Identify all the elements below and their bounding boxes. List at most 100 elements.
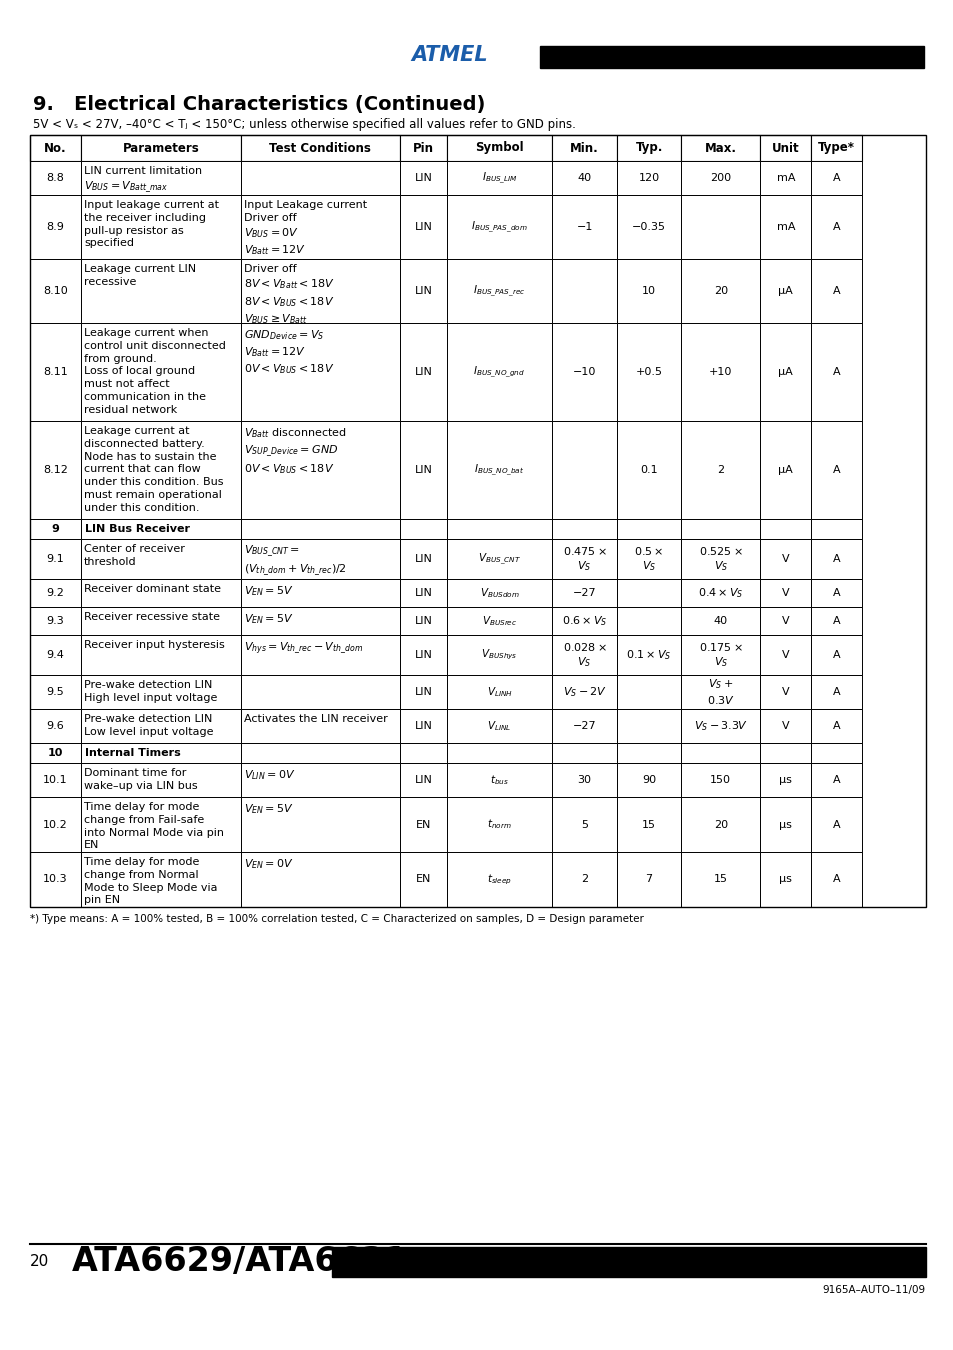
Bar	[810, 743, 862, 763]
Bar	[240, 259, 399, 323]
Bar	[617, 796, 680, 852]
Bar	[81, 579, 240, 608]
Bar	[617, 675, 680, 709]
Text: $0.6 \times V_S$: $0.6 \times V_S$	[561, 614, 607, 628]
Text: Internal Timers: Internal Timers	[85, 748, 181, 757]
Bar	[552, 539, 617, 579]
Bar	[760, 852, 810, 907]
Bar	[30, 135, 925, 907]
Text: 9.6: 9.6	[47, 721, 65, 730]
Text: $V_{hys} = V_{th\_rec} - V_{th\_dom}$: $V_{hys} = V_{th\_rec} - V_{th\_dom}$	[243, 640, 362, 656]
Text: 40: 40	[713, 616, 727, 626]
Bar	[617, 539, 680, 579]
Text: $t_{bus}$: $t_{bus}$	[490, 774, 508, 787]
Bar	[399, 852, 446, 907]
Text: *) Type means: A = 100% tested, B = 100% correlation tested, C = Characterized o: *) Type means: A = 100% tested, B = 100%…	[30, 914, 643, 923]
Text: $I_{BUS\_NO\_gnd}$: $I_{BUS\_NO\_gnd}$	[473, 364, 525, 379]
Bar	[680, 323, 760, 421]
Text: Parameters: Parameters	[122, 142, 199, 154]
Bar	[240, 518, 399, 539]
Bar	[240, 852, 399, 907]
Text: $V_{LINH}$: $V_{LINH}$	[486, 684, 512, 699]
Bar	[81, 634, 240, 675]
Text: +10: +10	[708, 367, 732, 377]
Text: LIN: LIN	[414, 616, 432, 626]
Bar	[617, 709, 680, 742]
Bar	[760, 763, 810, 796]
Bar	[552, 579, 617, 608]
Bar	[446, 259, 552, 323]
Text: Test Conditions: Test Conditions	[269, 142, 371, 154]
Text: V: V	[781, 687, 789, 697]
Bar	[810, 323, 862, 421]
Bar	[399, 675, 446, 709]
Bar	[552, 421, 617, 518]
Text: μs: μs	[779, 775, 791, 784]
Bar	[81, 135, 240, 161]
Bar	[81, 743, 240, 763]
Text: LIN: LIN	[414, 589, 432, 598]
Bar	[810, 161, 862, 194]
Bar	[30, 539, 81, 579]
Bar	[30, 709, 81, 742]
Text: 8.12: 8.12	[43, 464, 68, 475]
Text: $t_{sleep}$: $t_{sleep}$	[486, 872, 512, 887]
Bar	[30, 796, 81, 852]
Text: Time delay for mode
change from Normal
Mode to Sleep Mode via
pin EN: Time delay for mode change from Normal M…	[84, 857, 217, 906]
Bar	[399, 421, 446, 518]
Bar	[446, 675, 552, 709]
Text: Dominant time for
wake–up via LIN bus: Dominant time for wake–up via LIN bus	[84, 768, 197, 791]
Bar	[760, 194, 810, 259]
Text: μA: μA	[778, 367, 792, 377]
Bar	[30, 323, 81, 421]
Text: Pin: Pin	[413, 142, 434, 154]
Text: $0.5 \times$
$V_S$: $0.5 \times$ $V_S$	[634, 544, 663, 574]
Text: 15: 15	[641, 819, 656, 829]
Text: LIN: LIN	[414, 221, 432, 232]
Text: 200: 200	[710, 173, 731, 184]
Bar	[617, 323, 680, 421]
Bar	[552, 634, 617, 675]
Text: Input Leakage current
Driver off
$V_{BUS} = 0V$
$V_{Batt} = 12V$: Input Leakage current Driver off $V_{BUS…	[243, 200, 366, 258]
Bar	[30, 634, 81, 675]
Text: Leakage current when
control unit disconnected
from ground.
Loss of local ground: Leakage current when control unit discon…	[84, 328, 226, 414]
Bar	[81, 259, 240, 323]
Text: $V_S - 2V$: $V_S - 2V$	[562, 684, 606, 699]
Bar	[617, 743, 680, 763]
Text: 5: 5	[580, 819, 587, 829]
Bar	[30, 421, 81, 518]
Text: Max.: Max.	[704, 142, 736, 154]
Bar	[552, 135, 617, 161]
Text: −27: −27	[572, 721, 596, 730]
Bar	[30, 763, 81, 796]
Bar	[446, 518, 552, 539]
Bar	[446, 135, 552, 161]
Bar	[240, 675, 399, 709]
Bar	[810, 259, 862, 323]
Bar	[760, 135, 810, 161]
Text: $V_{LINL}$: $V_{LINL}$	[487, 720, 511, 733]
Bar	[240, 579, 399, 608]
Bar	[446, 852, 552, 907]
Bar	[617, 518, 680, 539]
Text: 20: 20	[713, 819, 727, 829]
Bar	[240, 323, 399, 421]
Bar	[446, 763, 552, 796]
Text: A: A	[832, 367, 840, 377]
Text: LIN current limitation
$V_{BUS} = V_{Batt\_max}$: LIN current limitation $V_{BUS} = V_{Bat…	[84, 166, 202, 194]
Text: 5V < Vₛ < 27V, –40°C < Tⱼ < 150°C; unless otherwise specified all values refer t: 5V < Vₛ < 27V, –40°C < Tⱼ < 150°C; unles…	[33, 117, 576, 131]
Text: Time delay for mode
change from Fail-safe
into Normal Mode via pin
EN: Time delay for mode change from Fail-saf…	[84, 802, 224, 850]
Text: $V_S +$
$0.3V$: $V_S +$ $0.3V$	[706, 678, 734, 706]
Bar	[399, 323, 446, 421]
Bar	[680, 518, 760, 539]
Text: $GND_{Device} = V_S$
$V_{Batt} = 12V$
$0V < V_{BUS} < 18V$: $GND_{Device} = V_S$ $V_{Batt} = 12V$ $0…	[243, 328, 334, 377]
Bar	[617, 852, 680, 907]
Text: 2: 2	[717, 464, 723, 475]
Bar	[399, 796, 446, 852]
Text: $V_{BUSdom}$: $V_{BUSdom}$	[479, 586, 518, 599]
Bar	[760, 539, 810, 579]
Bar	[617, 194, 680, 259]
Text: Pre-wake detection LIN
High level input voltage: Pre-wake detection LIN High level input …	[84, 680, 217, 703]
Bar	[240, 709, 399, 742]
Bar	[617, 608, 680, 634]
